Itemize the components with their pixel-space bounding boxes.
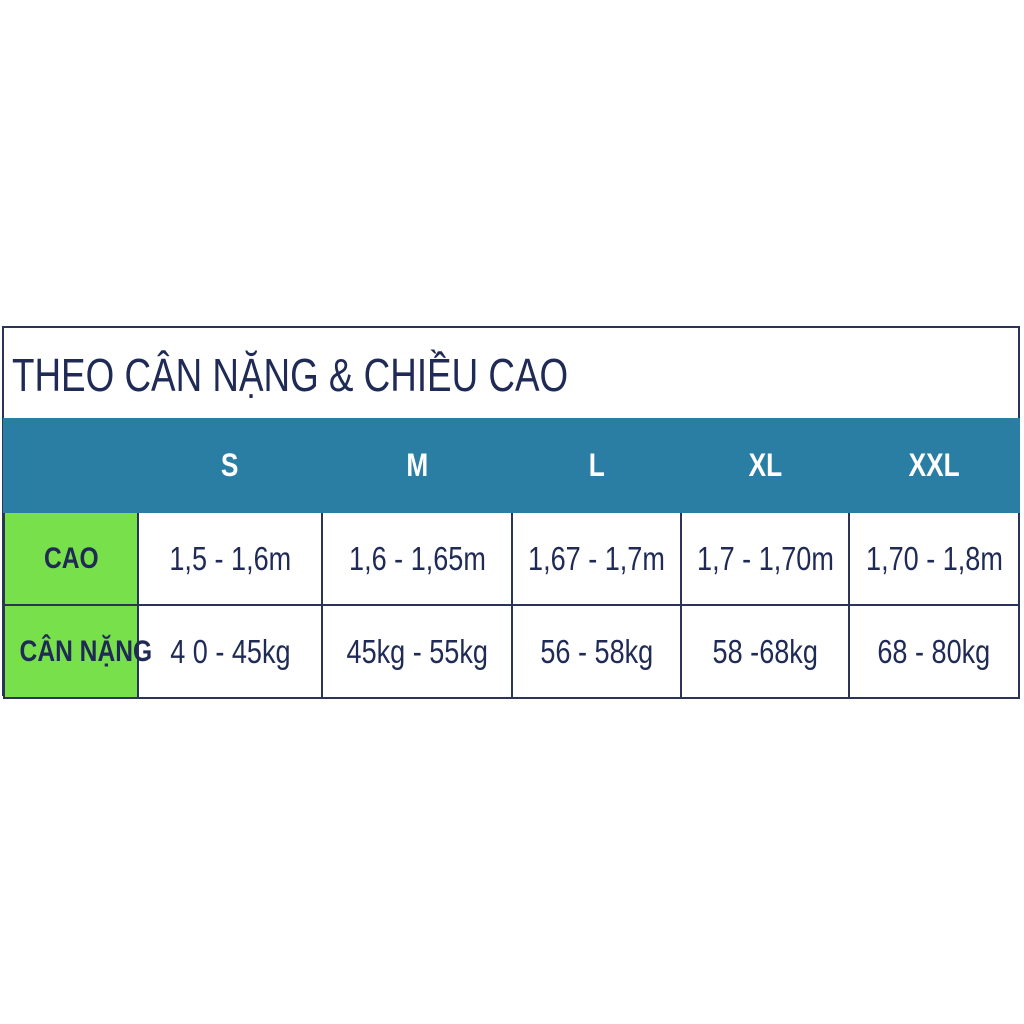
header-row: S M L XL XXL: [3, 418, 1020, 513]
table-cell: 45kg - 55kg: [321, 604, 513, 699]
header-size-s: S: [137, 418, 323, 513]
header-size-l: L: [511, 418, 682, 513]
table-cell: 56 - 58kg: [511, 604, 682, 699]
header-size-m: M: [321, 418, 513, 513]
header-size-xxl: XXL: [848, 418, 1020, 513]
size-table: S M L XL XXL CAO 1,5 - 1,6m 1,6 - 1,65m …: [3, 418, 1020, 699]
header-empty: [3, 418, 139, 513]
table-cell: 68 - 80kg: [848, 604, 1020, 699]
table-cell: 1,7 - 1,70m: [680, 511, 850, 606]
table-cell: 1,70 - 1,8m: [848, 511, 1020, 606]
table-row-height: CAO 1,5 - 1,6m 1,6 - 1,65m 1,67 - 1,7m 1…: [3, 511, 1020, 606]
size-chart-frame: [2, 326, 1020, 696]
table-cell: 1,5 - 1,6m: [137, 511, 323, 606]
row-label: CÂN NẶNG: [3, 604, 152, 699]
chart-title: THEO CÂN NẶNG & CHIỀU CAO: [12, 349, 569, 401]
table-cell: 58 -68kg: [680, 604, 850, 699]
table-row-weight: CÂN NẶNG 4 0 - 45kg 45kg - 55kg 56 - 58k…: [3, 604, 1020, 699]
header-size-xl: XL: [680, 418, 850, 513]
table-cell: 1,67 - 1,7m: [511, 511, 682, 606]
row-label: CAO: [3, 511, 139, 606]
table-cell: 1,6 - 1,65m: [321, 511, 513, 606]
table-cell: 4 0 - 45kg: [137, 604, 323, 699]
